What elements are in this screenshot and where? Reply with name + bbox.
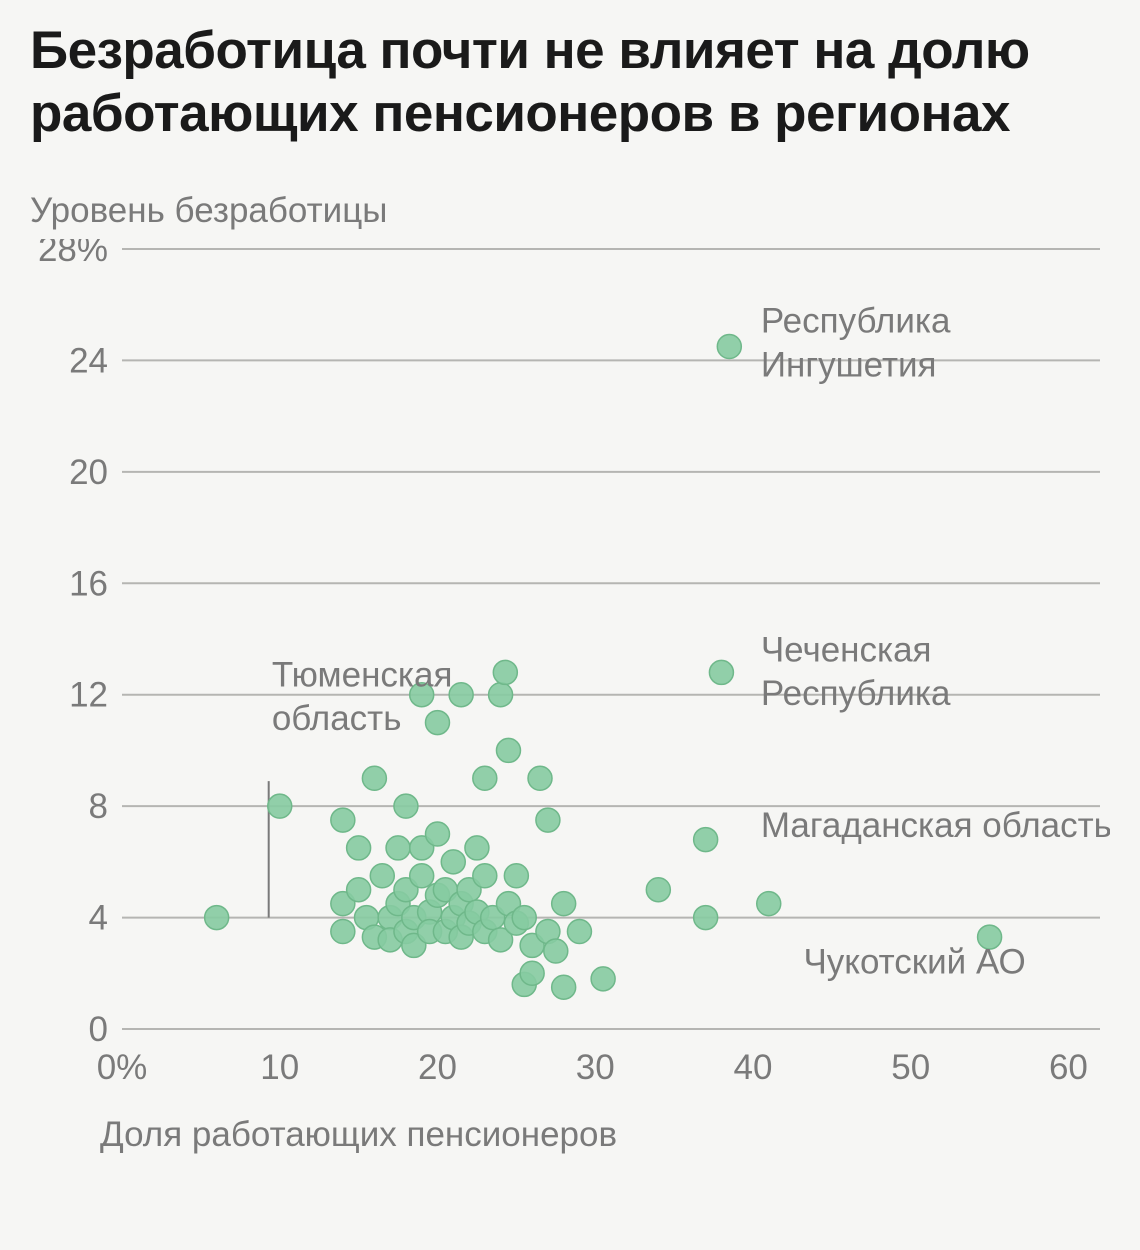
- data-point: [473, 864, 497, 888]
- x-tick-label: 0%: [97, 1048, 148, 1087]
- x-tick-label: 40: [733, 1048, 772, 1087]
- data-point: [362, 766, 386, 790]
- data-point: [496, 738, 520, 762]
- chart-title: Безработица почти не влияет на долю рабо…: [30, 20, 1110, 145]
- data-point: [709, 660, 733, 684]
- data-point: [528, 766, 552, 790]
- data-point: [757, 892, 781, 916]
- x-tick-label: 60: [1049, 1048, 1088, 1087]
- x-tick-label: 50: [891, 1048, 930, 1087]
- scatter-chart: 0 4 8 12 16 20 24 28% 0% 10 20 30 40 50 60 Тюменская обл…: [30, 239, 1110, 1109]
- annotation-label: Ингушетия: [761, 345, 937, 384]
- data-point: [425, 822, 449, 846]
- data-point: [370, 864, 394, 888]
- data-point: [512, 906, 536, 930]
- data-point: [268, 794, 292, 818]
- data-point: [544, 939, 568, 963]
- y-tick-label: 16: [69, 564, 108, 603]
- y-tick-label: 20: [69, 453, 108, 492]
- data-point: [489, 683, 513, 707]
- data-point: [410, 864, 434, 888]
- data-point: [717, 335, 741, 359]
- data-point: [493, 660, 517, 684]
- x-tick-label: 30: [576, 1048, 615, 1087]
- y-tick-label: 24: [69, 341, 108, 380]
- data-point: [347, 836, 371, 860]
- data-point: [205, 906, 229, 930]
- data-point: [694, 906, 718, 930]
- data-point: [441, 850, 465, 874]
- x-tick-label: 10: [260, 1048, 299, 1087]
- y-tick-label: 12: [69, 676, 108, 715]
- data-point: [567, 920, 591, 944]
- x-tick-label: 20: [418, 1048, 457, 1087]
- y-axis-label: Уровень безработицы: [30, 191, 1110, 231]
- annotation-label: Магаданская область: [761, 806, 1110, 845]
- y-tick-label: 4: [89, 899, 108, 938]
- data-point: [394, 794, 418, 818]
- data-point: [504, 864, 528, 888]
- data-point: [449, 683, 473, 707]
- annotation-label: Тюменская: [272, 655, 453, 694]
- data-point: [331, 808, 355, 832]
- annotation-label: область: [272, 699, 402, 738]
- annotation-label: Чукотский АО: [803, 942, 1025, 981]
- data-point: [520, 961, 544, 985]
- data-point: [536, 808, 560, 832]
- data-point: [552, 975, 576, 999]
- annotation-label: Республика: [761, 674, 951, 713]
- data-point: [331, 920, 355, 944]
- data-point: [473, 766, 497, 790]
- y-tick-label: 0: [89, 1010, 108, 1049]
- annotation-label: Республика: [761, 302, 951, 341]
- data-point: [386, 836, 410, 860]
- data-point: [425, 711, 449, 735]
- data-point: [591, 967, 615, 991]
- data-point: [465, 836, 489, 860]
- annotation-label: Чеченская: [761, 630, 932, 669]
- data-point: [552, 892, 576, 916]
- data-point: [646, 878, 670, 902]
- y-tick-label: 28%: [38, 239, 108, 269]
- data-point: [694, 828, 718, 852]
- chart-svg: 0 4 8 12 16 20 24 28% 0% 10 20 30 40 50 60 Тюменская обл…: [30, 239, 1110, 1109]
- x-axis-label: Доля работающих пенсионеров: [100, 1115, 1110, 1155]
- y-tick-label: 8: [89, 787, 108, 826]
- data-point: [347, 878, 371, 902]
